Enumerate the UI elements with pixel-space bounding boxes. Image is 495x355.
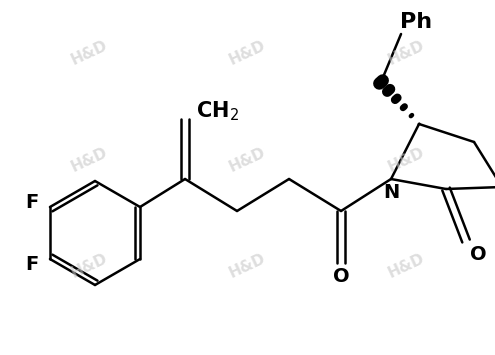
- Text: H&D: H&D: [385, 145, 427, 175]
- Text: O: O: [470, 246, 487, 264]
- Text: H&D: H&D: [385, 38, 427, 68]
- Text: O: O: [333, 268, 349, 286]
- Text: H&D: H&D: [227, 145, 268, 175]
- Text: CH$_2$: CH$_2$: [196, 99, 239, 123]
- Text: H&D: H&D: [227, 38, 268, 68]
- Text: H&D: H&D: [385, 251, 427, 281]
- Text: H&D: H&D: [68, 251, 110, 281]
- Text: H&D: H&D: [68, 38, 110, 68]
- Text: F: F: [25, 255, 39, 273]
- Text: H&D: H&D: [227, 251, 268, 281]
- Text: N: N: [383, 184, 399, 202]
- Text: F: F: [25, 192, 39, 212]
- Text: H&D: H&D: [68, 145, 110, 175]
- Text: Ph: Ph: [400, 12, 432, 32]
